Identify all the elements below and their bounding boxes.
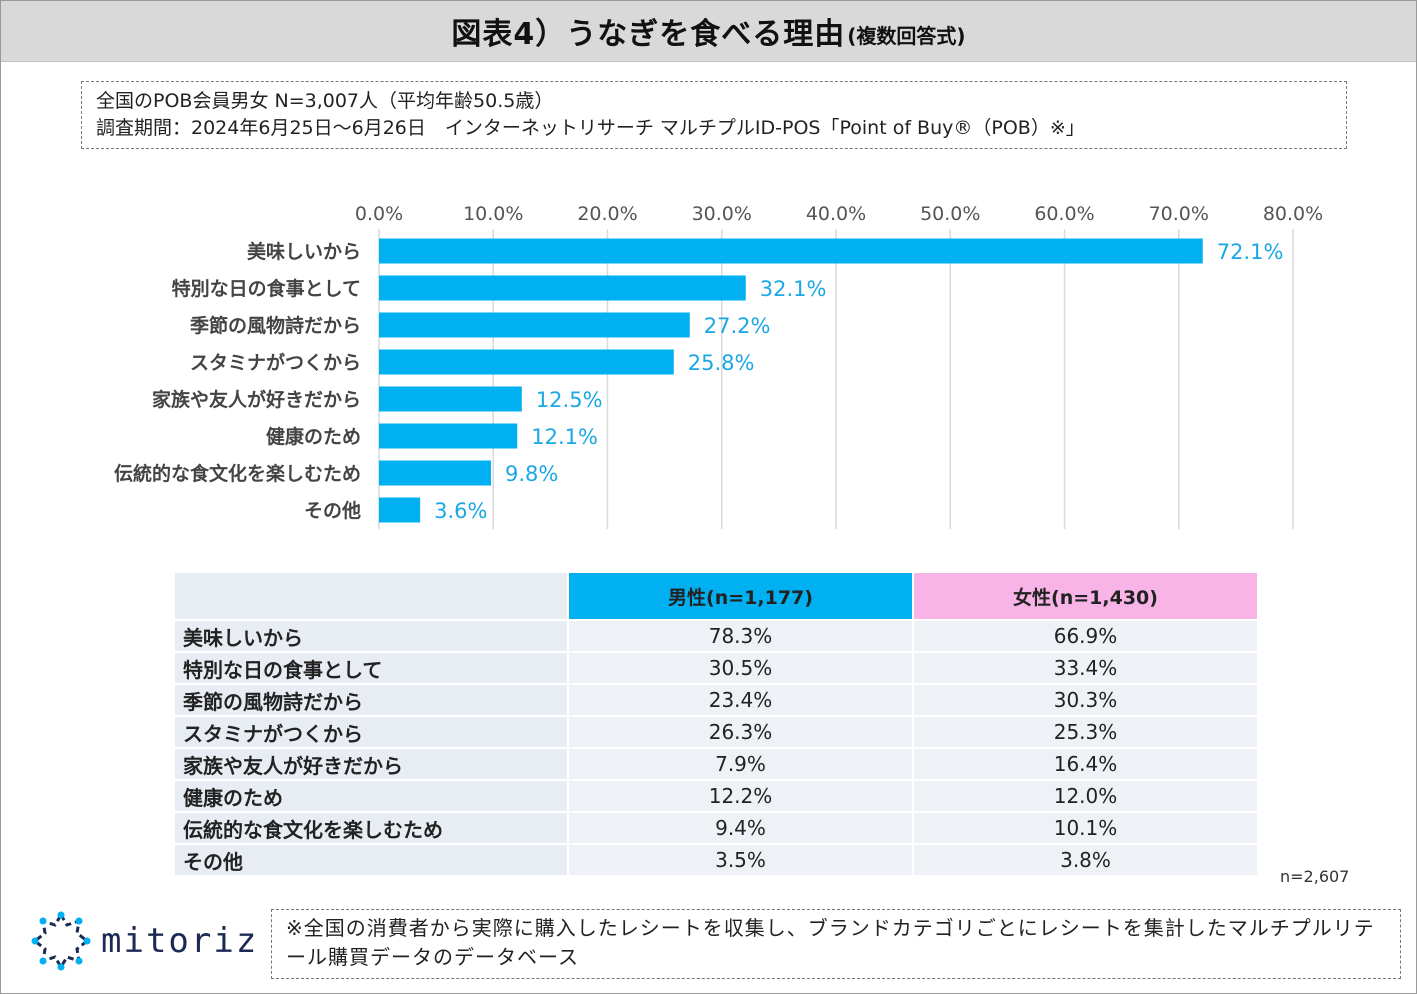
figure-subtitle: (複数回答式) [847,23,966,48]
male-value: 30.5% [567,651,914,685]
bar [379,312,690,338]
male-value: 7.9% [567,747,914,781]
x-tick-label: 20.0% [577,203,637,225]
bar-value-label: 72.1% [1217,240,1284,264]
bar-value-label: 12.5% [536,388,603,412]
x-tick-label: 80.0% [1263,203,1323,225]
female-value: 33.4% [912,651,1259,685]
male-value: 9.4% [567,811,914,845]
survey-info-box: 全国のPOB会員男女 N=3,007人（平均年齢50.5歳） 調査期間：2024… [81,81,1347,149]
row-label: 季節の風物詩だから [173,683,569,717]
bar [379,423,518,449]
bar [379,238,1203,264]
bar-chart: 0.0% 10.0% 20.0% 30.0% 40.0% 50.0% 60.0% 70.0% 8… [114,203,1323,529]
row-label: 家族や友人が好きだから [173,747,569,781]
table-header-row: 男性(n=1,177) 女性(n=1,430) [173,571,1259,621]
male-value: 12.2% [567,779,914,813]
survey-info-line-2: 調査期間：2024年6月25日～6月26日 インターネットリサーチ マルチプルI… [96,117,1085,139]
bar [379,349,674,375]
female-value: 10.1% [912,811,1259,845]
bar [379,386,522,412]
female-value: 3.8% [912,843,1259,877]
table-row: 家族や友人が好きだから 7.9% 16.4% [173,747,1259,781]
table-row: 季節の風物詩だから 23.4% 30.3% [173,683,1259,717]
bar-value-label: 12.1% [531,425,598,449]
category-label: 特別な日の食事として [172,277,361,300]
mitoriz-logo: mitoriz [29,909,259,973]
bar [379,497,421,523]
male-value: 23.4% [567,683,914,717]
title-bar: 図表4）うなぎを食べる理由 (複数回答式) [1,1,1416,62]
table-row: 特別な日の食事として 30.5% 33.4% [173,651,1259,685]
female-value: 30.3% [912,683,1259,717]
female-value: 16.4% [912,747,1259,781]
row-label: 伝統的な食文化を楽しむため [173,811,569,845]
category-label: スタミナがつくから [190,351,361,374]
x-tick-label: 70.0% [1149,203,1209,225]
table-row: スタミナがつくから 26.3% 25.3% [173,715,1259,749]
table-row: その他 3.5% 3.8% [173,843,1259,877]
table-row: 美味しいから 78.3% 66.9% [173,619,1259,653]
bar-value-label: 25.8% [688,351,755,375]
footnote-box: ※全国の消費者から実際に購入したレシートを収集し、ブランドカテゴリごとにレシート… [271,909,1401,979]
category-label: 伝統的な食文化を楽しむため [114,462,361,485]
female-value: 12.0% [912,779,1259,813]
category-label: その他 [304,499,361,522]
table-header-blank [173,571,569,621]
category-label: 家族や友人が好きだから [152,388,361,411]
bar [379,460,491,486]
row-label: その他 [173,843,569,877]
x-tick-label: 10.0% [463,203,523,225]
category-label: 季節の風物詩だから [190,314,361,337]
table-sample-size: n=2,607 [1280,867,1350,886]
female-value: 66.9% [912,619,1259,653]
x-tick-label: 40.0% [806,203,866,225]
figure-title: 図表4）うなぎを食べる理由 [451,17,846,52]
mitoriz-logo-text: mitoriz [101,921,259,961]
x-tick-label: 50.0% [920,203,980,225]
x-tick-label: 0.0% [355,203,403,225]
row-label: 特別な日の食事として [173,651,569,685]
x-tick-label: 30.0% [692,203,752,225]
row-label: スタミナがつくから [173,715,569,749]
bar-value-label: 3.6% [434,499,487,523]
category-label: 健康のため [266,425,361,448]
male-value: 78.3% [567,619,914,653]
category-label: 美味しいから [247,240,361,263]
row-label: 健康のため [173,779,569,813]
table-header-female: 女性(n=1,430) [912,571,1259,621]
bar-value-label: 27.2% [704,314,771,338]
table-row: 健康のため 12.2% 12.0% [173,779,1259,813]
female-value: 25.3% [912,715,1259,749]
bar-value-label: 9.8% [505,462,558,486]
male-value: 26.3% [567,715,914,749]
bar [379,275,746,301]
gender-breakdown-table: 男性(n=1,177) 女性(n=1,430) 美味しいから 78.3% 66.9%… [173,571,1259,877]
survey-info-line-1: 全国のPOB会員男女 N=3,007人（平均年齢50.5歳） [96,90,554,112]
x-tick-label: 60.0% [1034,203,1094,225]
bar-value-label: 32.1% [760,277,827,301]
row-label: 美味しいから [173,619,569,653]
table-header-male: 男性(n=1,177) [567,571,914,621]
mitoriz-logo-icon [31,911,91,971]
table-row: 伝統的な食文化を楽しむため 9.4% 10.1% [173,811,1259,845]
male-value: 3.5% [567,843,914,877]
